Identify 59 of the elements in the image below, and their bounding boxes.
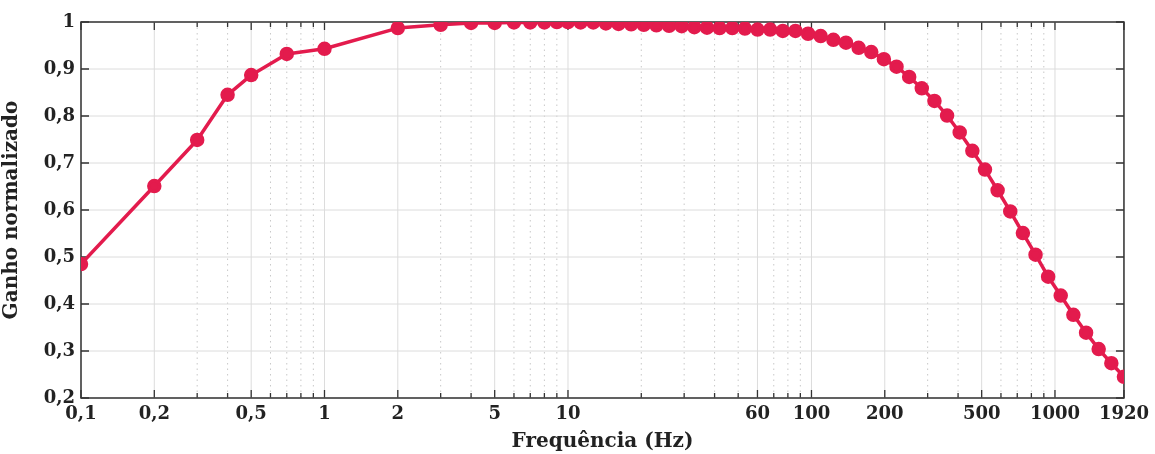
y-tick-label: 0,4 xyxy=(43,291,75,313)
y-tick-label: 0,6 xyxy=(43,197,75,219)
point xyxy=(750,22,765,37)
x-tick-label: 60 xyxy=(744,402,770,424)
point xyxy=(1028,247,1043,262)
point xyxy=(1003,204,1018,219)
point xyxy=(775,23,791,39)
point xyxy=(914,81,930,96)
y-tick-label: 0,9 xyxy=(43,56,75,78)
point xyxy=(889,59,904,74)
point xyxy=(965,143,980,159)
point xyxy=(813,28,828,44)
point xyxy=(661,22,677,34)
point xyxy=(762,22,778,37)
point xyxy=(1091,341,1106,357)
point xyxy=(1078,325,1094,340)
point xyxy=(1040,269,1056,284)
x-tick-label: 200 xyxy=(865,402,904,424)
x-tick-label: 1 xyxy=(318,402,331,424)
point xyxy=(927,93,942,109)
point xyxy=(826,32,841,48)
x-tick-label: 1920 xyxy=(1098,402,1150,424)
x-axis-title: Frequência (Hz) xyxy=(511,428,694,453)
point xyxy=(952,125,967,140)
y-axis-title: Ganho normalizado xyxy=(0,100,23,320)
x-tick-label: 100 xyxy=(792,402,831,424)
point xyxy=(939,108,955,123)
point xyxy=(1066,307,1081,323)
point xyxy=(876,51,892,67)
x-tick-label: 1000 xyxy=(1029,402,1081,424)
point xyxy=(901,69,917,85)
x-tick-label: 0,5 xyxy=(235,402,267,424)
y-tick-label: 0,5 xyxy=(43,244,75,266)
point xyxy=(1015,225,1031,241)
x-tick-label: 500 xyxy=(962,402,1001,424)
point xyxy=(674,22,689,34)
point xyxy=(725,22,740,36)
y-tick-label: 0,3 xyxy=(43,338,75,360)
point xyxy=(699,22,715,35)
point xyxy=(1053,288,1068,303)
point xyxy=(712,22,727,36)
point xyxy=(990,183,1005,198)
y-tick-label: 0,7 xyxy=(43,150,75,172)
x-tick-label: 10 xyxy=(555,402,581,424)
point xyxy=(800,26,816,41)
point xyxy=(649,22,664,33)
point xyxy=(1104,355,1119,371)
point xyxy=(687,22,702,35)
x-tick-label: 2 xyxy=(391,402,405,424)
y-tick-label: 0,8 xyxy=(43,103,75,125)
point xyxy=(864,44,879,60)
point xyxy=(788,23,803,39)
y-tick-label: 1 xyxy=(62,9,75,31)
point xyxy=(851,40,866,56)
point xyxy=(737,22,753,36)
point xyxy=(838,35,854,50)
x-tick-label: 5 xyxy=(488,402,501,424)
x-tick-label: 0,2 xyxy=(138,402,170,424)
point xyxy=(977,162,993,177)
